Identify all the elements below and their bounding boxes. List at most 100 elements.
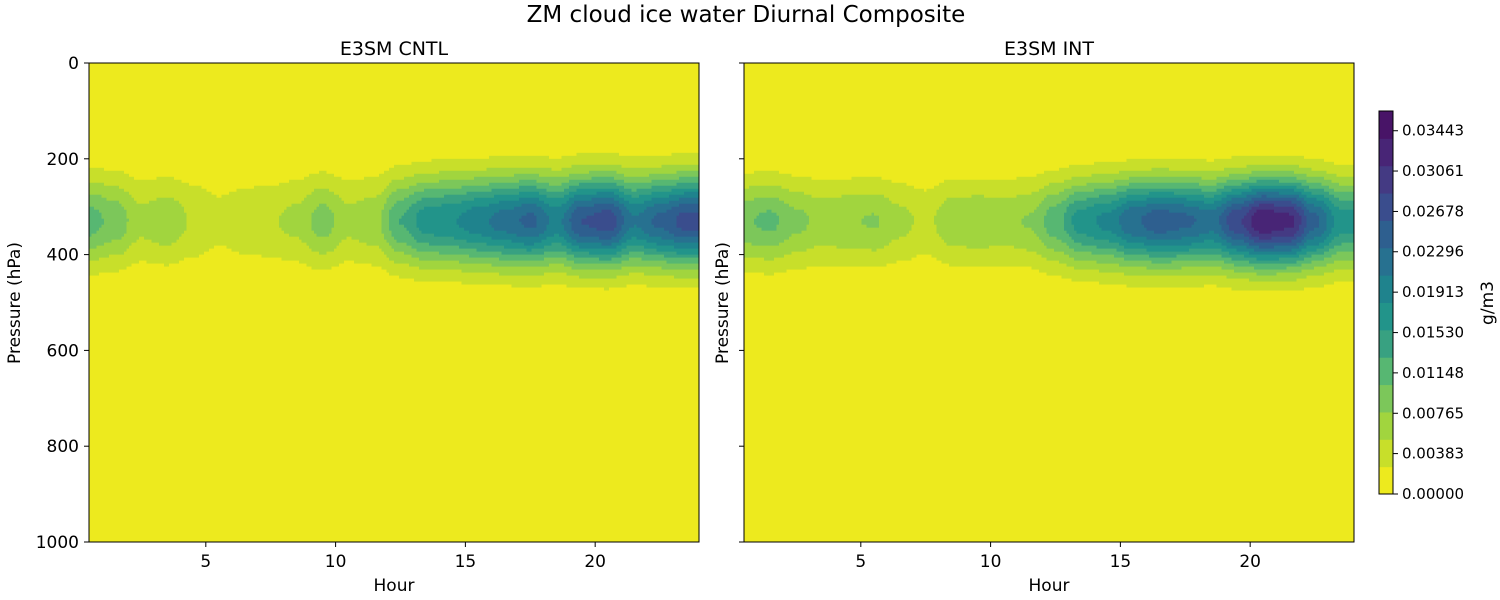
- heatmap-cell: [674, 173, 678, 181]
- heatmap-cell: [596, 203, 600, 214]
- heatmap-cell: [139, 260, 143, 542]
- heatmap-cell: [1154, 257, 1158, 265]
- heatmap-cell: [144, 63, 148, 181]
- heatmap-cell: [659, 275, 663, 289]
- heatmap-cell: [1076, 200, 1080, 211]
- heatmap-cell: [471, 257, 475, 265]
- heatmap-cell: [679, 176, 683, 184]
- heatmap-cell: [1129, 242, 1133, 250]
- heatmap-cell: [634, 224, 638, 238]
- heatmap-cell: [1154, 188, 1158, 193]
- heatmap-cell: [629, 176, 633, 184]
- heatmap-cell: [654, 173, 658, 181]
- heatmap-cell: [1104, 188, 1108, 196]
- heatmap-cell: [449, 63, 453, 160]
- heatmap-cell: [801, 63, 805, 178]
- heatmap-cell: [1154, 239, 1158, 247]
- heatmap-cell: [794, 209, 798, 235]
- heatmap-cell: [656, 203, 660, 214]
- heatmap-cell: [1124, 275, 1128, 286]
- heatmap-cell: [159, 263, 163, 542]
- heatmap-cell: [694, 236, 698, 244]
- heatmap-cell: [136, 203, 140, 241]
- heatmap-cell: [1259, 155, 1263, 166]
- heatmap-cell: [599, 254, 603, 262]
- heatmap-cell: [651, 191, 655, 199]
- heatmap-cell: [636, 176, 640, 184]
- heatmap-cell: [491, 266, 495, 274]
- heatmap-cell: [546, 236, 550, 247]
- heatmap-cell: [534, 242, 538, 250]
- heatmap-cell: [1226, 215, 1230, 226]
- heatmap-cell: [606, 269, 610, 280]
- heatmap-cell: [1096, 269, 1100, 283]
- heatmap-cell: [669, 200, 673, 211]
- heatmap-cell: [661, 197, 665, 205]
- heatmap-cell: [461, 158, 465, 172]
- heatmap-cell: [676, 248, 680, 256]
- heatmap-cell: [681, 170, 685, 178]
- heatmap-cell: [626, 176, 630, 184]
- heatmap-cell: [606, 152, 610, 166]
- heatmap-cell: [584, 251, 588, 259]
- heatmap-cell: [581, 164, 585, 175]
- heatmap-cell: [561, 251, 565, 259]
- heatmap-cell: [1196, 63, 1200, 160]
- heatmap-cell: [1086, 164, 1090, 178]
- heatmap-cell: [831, 266, 835, 542]
- heatmap-cell: [611, 236, 615, 244]
- heatmap-cell: [554, 176, 558, 187]
- heatmap-cell: [626, 200, 630, 211]
- heatmap-cell: [1251, 257, 1255, 265]
- heatmap-cell: [394, 251, 398, 265]
- heatmap-cell: [1024, 248, 1028, 268]
- heatmap-cell: [821, 266, 825, 542]
- heatmap-cell: [549, 197, 553, 208]
- heatmap-cell: [1239, 245, 1243, 253]
- heatmap-cell: [814, 63, 818, 181]
- heatmap-cell: [1209, 197, 1213, 205]
- heatmap-cell: [371, 197, 375, 247]
- heatmap-cell: [101, 224, 105, 247]
- heatmap-cell: [1136, 194, 1140, 202]
- heatmap-cell: [549, 272, 553, 286]
- heatmap-cell: [439, 158, 443, 172]
- heatmap-cell: [644, 275, 648, 286]
- heatmap-cell: [934, 257, 938, 542]
- heatmap-cell: [774, 230, 778, 247]
- heatmap-cell: [1159, 197, 1163, 205]
- heatmap-cell: [1209, 185, 1213, 193]
- heatmap-cell: [134, 63, 138, 181]
- heatmap-cell: [1199, 194, 1203, 202]
- heatmap-cell: [764, 197, 768, 214]
- heatmap-cell: [1161, 251, 1165, 259]
- heatmap-cell: [1181, 197, 1185, 205]
- heatmap-cell: [1146, 239, 1150, 247]
- heatmap-cell: [939, 182, 943, 208]
- heatmap-cell: [459, 188, 463, 196]
- heatmap-cell: [1061, 167, 1065, 184]
- heatmap-cell: [1181, 236, 1185, 247]
- heatmap-cell: [644, 194, 648, 202]
- heatmap-cell: [769, 170, 773, 187]
- heatmap-cell: [559, 158, 563, 172]
- heatmap-cell: [989, 179, 993, 199]
- heatmap-cell: [496, 257, 500, 268]
- heatmap-cell: [1206, 191, 1210, 199]
- heatmap-cell: [464, 254, 468, 265]
- heatmap-cell: [464, 284, 468, 542]
- heatmap-cell: [496, 194, 500, 205]
- heatmap-cell: [1194, 260, 1198, 268]
- heatmap-cell: [431, 251, 435, 262]
- heatmap-cell: [831, 197, 835, 247]
- heatmap-cell: [556, 272, 560, 286]
- heatmap-cell: [1086, 236, 1090, 247]
- heatmap-cell: [819, 179, 823, 199]
- heatmap-cell: [1126, 194, 1130, 202]
- heatmap-cell: [116, 185, 120, 202]
- heatmap-cell: [419, 260, 423, 271]
- heatmap-cell: [644, 200, 648, 211]
- heatmap-cell: [591, 206, 595, 217]
- heatmap-cell: [536, 248, 540, 256]
- heatmap-cell: [1166, 209, 1170, 232]
